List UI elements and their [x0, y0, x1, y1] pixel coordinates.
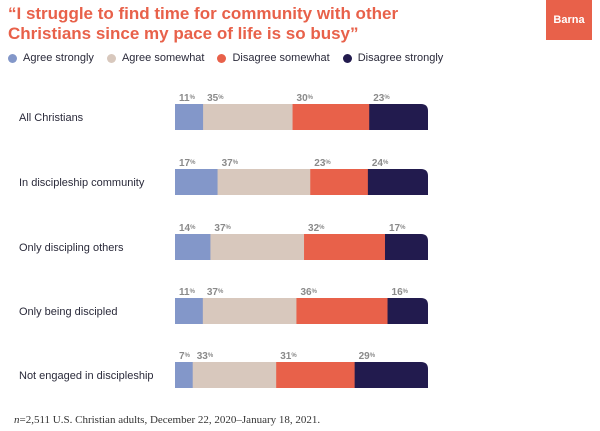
data-label-suffix: %	[218, 289, 224, 295]
data-label-not-engaged-in-discipleship-disagree-strongly: 29%	[359, 351, 376, 362]
category-label-only-being-discipled: Only being discipled	[19, 306, 117, 318]
data-label-all-christians-agree-strongly: 11%	[179, 93, 196, 104]
data-label-only-being-discipled-disagree-strongly: 16%	[392, 287, 409, 298]
bar-segment-not-engaged-in-discipleship-agree-strongly	[175, 362, 194, 388]
barna-logo: Barna	[546, 0, 592, 40]
footnote-text: =2,511 U.S. Christian adults, December 2…	[19, 414, 321, 426]
bar-segment-only-discipling-others-agree-strongly	[175, 234, 211, 260]
legend-label-disagree-strongly: Disagree strongly	[357, 52, 444, 64]
bar-segment-in-discipleship-community-agree-somewhat	[217, 169, 311, 195]
data-label-suffix: %	[190, 95, 196, 101]
legend-swatch-agree-strongly	[8, 53, 17, 63]
category-label-in-discipleship-community: In discipleship community	[19, 177, 145, 189]
bar-segment-in-discipleship-community-disagree-somewhat	[310, 169, 369, 195]
data-label-only-being-discipled-disagree-somewhat: 36%	[300, 287, 317, 298]
data-label-suffix: %	[383, 160, 389, 166]
data-label-suffix: %	[384, 95, 390, 101]
data-label-only-discipling-others-agree-strongly: 14%	[179, 223, 196, 234]
bar-segment-not-engaged-in-discipleship-disagree-somewhat	[276, 362, 355, 388]
legend-swatch-disagree-somewhat	[217, 53, 227, 63]
legend: Agree strongly Agree somewhat Disagree s…	[8, 51, 456, 65]
legend-label-agree-strongly: Agree strongly	[23, 52, 94, 64]
bar-segment-in-discipleship-community-disagree-strongly	[367, 169, 428, 195]
data-label-suffix: %	[208, 353, 214, 359]
bar-segment-all-christians-disagree-strongly	[369, 104, 428, 130]
data-label-not-engaged-in-discipleship-disagree-somewhat: 31%	[280, 351, 297, 362]
data-label-all-christians-agree-somewhat: 35%	[207, 93, 224, 104]
data-label-suffix: %	[291, 353, 297, 359]
category-label-not-engaged-in-discipleship: Not engaged in discipleship	[19, 370, 154, 382]
bar-segment-all-christians-agree-strongly	[175, 104, 204, 130]
data-label-suffix: %	[190, 225, 196, 231]
legend-swatch-agree-somewhat	[106, 53, 116, 63]
data-label-all-christians-disagree-strongly: 23%	[373, 93, 390, 104]
bar-segment-only-being-discipled-disagree-somewhat	[296, 298, 388, 324]
data-label-only-discipling-others-agree-somewhat: 37%	[214, 223, 231, 234]
data-label-all-christians-disagree-somewhat: 30%	[297, 93, 314, 104]
chart-title-line-2: Christians since my pace of life is so b…	[8, 24, 359, 43]
data-label-suffix: %	[226, 225, 232, 231]
legend-swatch-disagree-strongly	[342, 53, 352, 63]
data-label-suffix: %	[190, 289, 196, 295]
bar-segment-not-engaged-in-discipleship-disagree-strongly	[354, 362, 428, 388]
data-label-suffix: %	[185, 353, 191, 359]
bar-segment-not-engaged-in-discipleship-agree-somewhat	[192, 362, 277, 388]
data-label-only-being-discipled-agree-strongly: 11%	[179, 287, 196, 298]
data-label-suffix: %	[370, 353, 376, 359]
bar-segment-in-discipleship-community-agree-strongly	[175, 169, 218, 195]
bar-segment-all-christians-agree-somewhat	[203, 104, 293, 130]
legend-item-disagree-strongly: Disagree strongly	[342, 52, 444, 64]
data-label-suffix: %	[190, 160, 196, 166]
footnote-n: n	[14, 414, 20, 426]
data-label-not-engaged-in-discipleship-agree-somewhat: 33%	[197, 351, 214, 362]
data-label-only-being-discipled-agree-somewhat: 37%	[207, 287, 224, 298]
data-label-in-discipleship-community-disagree-strongly: 24%	[372, 158, 389, 169]
bar-segment-only-being-discipled-disagree-strongly	[387, 298, 428, 324]
data-label-in-discipleship-community-agree-somewhat: 37%	[222, 158, 239, 169]
data-label-suffix: %	[319, 225, 325, 231]
footnote: n=2,511 U.S. Christian adults, December …	[14, 414, 320, 426]
bar-segment-only-being-discipled-agree-strongly	[175, 298, 204, 324]
chart-title: “I struggle to find time for community w…	[8, 4, 528, 44]
legend-label-disagree-somewhat: Disagree somewhat	[232, 52, 330, 64]
bar-segment-only-discipling-others-agree-somewhat	[210, 234, 305, 260]
bar-segment-only-being-discipled-agree-somewhat	[202, 298, 297, 324]
legend-item-agree-strongly: Agree strongly	[8, 52, 94, 64]
category-label-only-discipling-others: Only discipling others	[19, 242, 124, 254]
data-label-not-engaged-in-discipleship-agree-strongly: 7%	[179, 351, 191, 362]
data-label-only-discipling-others-disagree-somewhat: 32%	[308, 223, 325, 234]
legend-item-disagree-somewhat: Disagree somewhat	[217, 52, 330, 64]
data-label-suffix: %	[403, 289, 409, 295]
category-label-all-christians: All Christians	[19, 112, 84, 124]
data-label-suffix: %	[312, 289, 318, 295]
bar-segment-only-discipling-others-disagree-strongly	[384, 234, 428, 260]
chart-title-line-1: “I struggle to find time for community w…	[8, 4, 399, 23]
data-label-suffix: %	[400, 225, 406, 231]
stacked-bar-chart: All Christians 11% 35% 30% 23% In discipleshi…	[19, 93, 428, 388]
data-label-in-discipleship-community-disagree-somewhat: 23%	[314, 158, 331, 169]
bar-segment-only-discipling-others-disagree-somewhat	[304, 234, 386, 260]
legend-label-agree-somewhat: Agree somewhat	[121, 52, 205, 64]
data-label-suffix: %	[308, 95, 314, 101]
data-label-suffix: %	[233, 160, 239, 166]
data-label-suffix: %	[218, 95, 224, 101]
data-label-suffix: %	[325, 160, 331, 166]
data-label-only-discipling-others-disagree-strongly: 17%	[389, 223, 406, 234]
legend-item-agree-somewhat: Agree somewhat	[106, 52, 205, 64]
barna-logo-text: Barna	[553, 14, 585, 26]
data-label-in-discipleship-community-agree-strongly: 17%	[179, 158, 196, 169]
bar-segment-all-christians-disagree-somewhat	[292, 104, 370, 130]
